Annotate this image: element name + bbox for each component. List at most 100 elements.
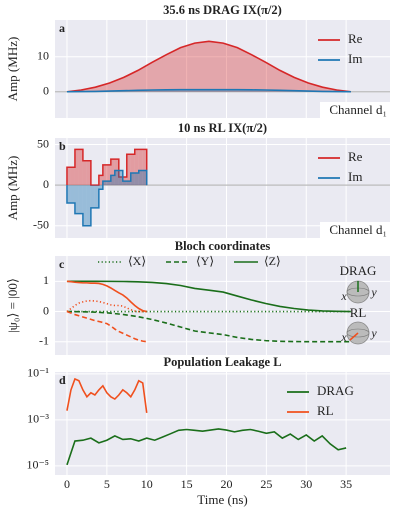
step-bar (114, 159, 119, 186)
series-line (66, 40, 352, 93)
y-tick-label: -1 (39, 333, 49, 347)
panel-label: d (59, 373, 66, 387)
legend-label: Re (348, 31, 363, 46)
series-line (66, 280, 351, 313)
step-bar (98, 185, 103, 190)
step-bar (110, 175, 115, 186)
step-bar (66, 167, 71, 186)
series-line (66, 310, 351, 343)
step-bar (118, 177, 123, 186)
y-tick-label: 10⁻¹ (27, 366, 49, 380)
y-tick-label: 10 (37, 49, 49, 63)
y-tick-label: 0 (43, 84, 49, 98)
legend-label: DRAG (317, 383, 354, 398)
step-bar (86, 160, 91, 186)
legend-label: ⟨Y⟩ (196, 254, 214, 268)
step-bar (98, 175, 103, 186)
bloch-rl (346, 321, 370, 345)
step-bar (70, 185, 75, 204)
y-axis-label: |ψ₀⟩ = |00⟩ (5, 278, 20, 333)
area-fill (66, 41, 351, 92)
step-bar (106, 181, 111, 186)
annotation: Channel d₁ (329, 222, 387, 237)
step-outline (66, 148, 148, 186)
x-tick-label: 0 (64, 477, 70, 491)
x-tick-label: 15 (181, 477, 193, 491)
x-axis-label: Time (ns) (197, 492, 247, 507)
step-bar (86, 185, 91, 226)
state-vector (349, 332, 359, 341)
step-bar (94, 185, 99, 208)
step-bar (138, 149, 143, 186)
panel-title: 35.6 ns DRAG IX(π/2) (163, 3, 282, 17)
y-tick-label: 10⁻⁵ (26, 458, 49, 472)
series-line (66, 88, 351, 93)
step-bar (142, 170, 147, 186)
sphere-axis: y (370, 326, 377, 340)
x-tick-label: 5 (104, 477, 110, 491)
step-bar (66, 185, 71, 204)
legend-label: ⟨Z⟩ (264, 254, 281, 268)
plot-area (55, 138, 390, 238)
series-line (66, 280, 147, 313)
step-bar (70, 167, 75, 186)
sphere-equator (346, 328, 370, 338)
panel-label: c (59, 257, 65, 271)
x-tick-label: 25 (260, 477, 272, 491)
area-fill (66, 89, 351, 92)
annotation-box (320, 222, 390, 238)
step-bar (74, 185, 79, 214)
step-bar (82, 160, 87, 186)
y-axis-label: Amp (MHz) (5, 37, 20, 102)
step-bar (110, 159, 115, 186)
sphere-axis: x (340, 330, 347, 344)
step-bar (106, 164, 111, 186)
y-tick-label: 50 (37, 136, 49, 150)
legend-label: Im (348, 51, 362, 66)
step-bar (78, 185, 83, 214)
legend-label: RL (317, 403, 334, 418)
step-bar (126, 181, 131, 186)
x-tick-label: 20 (220, 477, 232, 491)
step-bar (102, 181, 107, 186)
step-bar (126, 154, 131, 186)
step-bar (142, 149, 147, 186)
panel-title: Population Leakage L (163, 355, 281, 369)
y-tick-label: 1 (43, 273, 49, 287)
series-line (66, 299, 147, 313)
panel-title: Bloch coordinates (175, 239, 271, 253)
plot-area (55, 372, 390, 475)
step-bar (82, 185, 87, 226)
y-tick-label: 0 (43, 303, 49, 317)
step-bar (138, 170, 143, 186)
annotation-box (320, 102, 390, 118)
sphere-title: DRAG (340, 263, 377, 278)
panel-label: b (59, 139, 66, 153)
x-tick-label: 30 (300, 477, 312, 491)
legend-label: ⟨X⟩ (128, 254, 146, 268)
step-bar (78, 149, 83, 186)
x-tick-label: 10 (141, 477, 153, 491)
legend-label: Re (348, 149, 363, 164)
y-tick-label: 10⁻³ (27, 412, 49, 426)
step-bar (114, 170, 119, 186)
step-bar (74, 149, 79, 186)
step-outline (66, 169, 148, 227)
step-bar (134, 149, 139, 186)
legend-label: Im (348, 169, 362, 184)
series-line (66, 428, 347, 466)
plot-area (55, 20, 390, 118)
panel-label: a (59, 21, 65, 35)
step-bar (118, 170, 123, 186)
series-line (66, 377, 148, 414)
series-line (66, 310, 147, 343)
annotation: Channel d₁ (329, 102, 387, 117)
step-bar (130, 172, 135, 186)
bloch-drag (346, 280, 370, 304)
x-tick-label: 35 (340, 477, 352, 491)
sphere-title: RL (350, 305, 367, 320)
panel-title: 10 ns RL IX(π/2) (178, 121, 267, 135)
step-bar (90, 185, 95, 208)
step-bar (134, 172, 139, 186)
